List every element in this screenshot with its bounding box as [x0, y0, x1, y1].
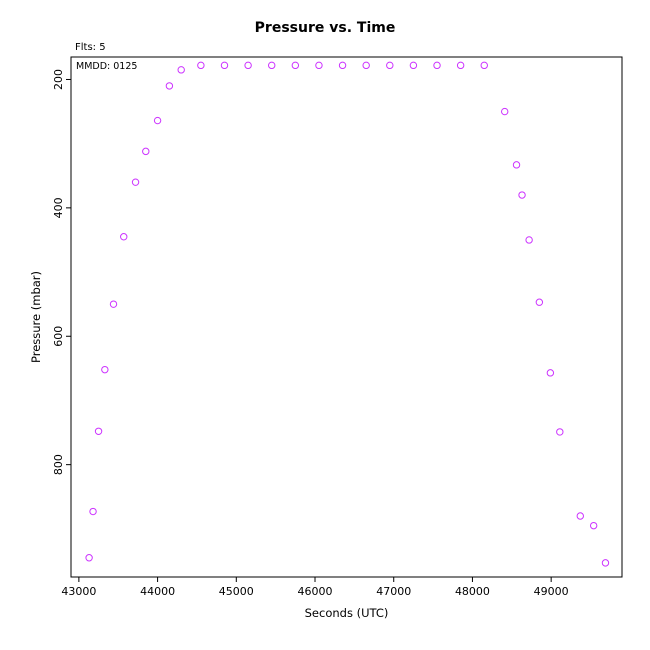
data-point: [220, 61, 229, 70]
data-point: [165, 82, 174, 90]
data-point: [589, 521, 598, 530]
y-tick-label: 400: [52, 197, 65, 218]
flights-count-label: Flts: 5: [75, 42, 106, 53]
y-axis: 200 400 600 800: [52, 69, 71, 475]
x-tick-label: 49000: [534, 585, 569, 598]
data-point: [94, 427, 103, 435]
data-point: [142, 147, 150, 156]
mmdd-label: MMDD: 0125: [76, 61, 137, 72]
x-tick-label: 48000: [455, 585, 490, 598]
chart-title: Pressure vs. Time: [254, 20, 396, 36]
data-point: [177, 66, 185, 74]
data-point: [601, 559, 610, 567]
data-point: [338, 61, 347, 70]
data-point: [197, 61, 205, 70]
data-point: [525, 236, 533, 244]
data-point: [291, 61, 300, 70]
data-point: [456, 61, 465, 70]
data-point: [512, 161, 521, 169]
data-point: [409, 61, 418, 70]
data-point: [518, 191, 526, 199]
data-point: [433, 61, 441, 70]
x-axis: 43000 44000 45000 46000 47000 48000 49000: [61, 577, 569, 598]
data-point: [109, 300, 118, 308]
data-point: [244, 61, 252, 70]
data-points: [85, 61, 610, 567]
y-tick-label: 200: [52, 69, 65, 90]
data-point: [89, 507, 97, 516]
data-point: [101, 365, 109, 374]
data-point: [315, 61, 323, 70]
y-tick-label: 800: [52, 454, 65, 475]
x-tick-label: 44000: [140, 585, 175, 598]
data-point: [85, 554, 93, 562]
data-point: [535, 298, 544, 306]
data-point: [131, 178, 140, 186]
data-point: [556, 428, 564, 436]
x-tick-label: 43000: [61, 585, 96, 598]
data-point: [501, 107, 509, 116]
x-tick-label: 47000: [376, 585, 411, 598]
y-axis-label: Pressure (mbar): [29, 271, 43, 363]
data-point: [120, 233, 128, 241]
y-tick-label: 600: [52, 326, 65, 347]
data-point: [362, 61, 370, 70]
x-axis-label: Seconds (UTC): [305, 606, 389, 620]
plot-frame: [70, 56, 623, 578]
data-point: [576, 512, 584, 520]
x-tick-label: 45000: [219, 585, 254, 598]
data-point: [480, 61, 488, 70]
data-point: [546, 369, 555, 377]
data-point: [153, 116, 162, 125]
data-point: [268, 61, 276, 70]
data-point: [386, 61, 394, 70]
x-tick-label: 46000: [298, 585, 333, 598]
